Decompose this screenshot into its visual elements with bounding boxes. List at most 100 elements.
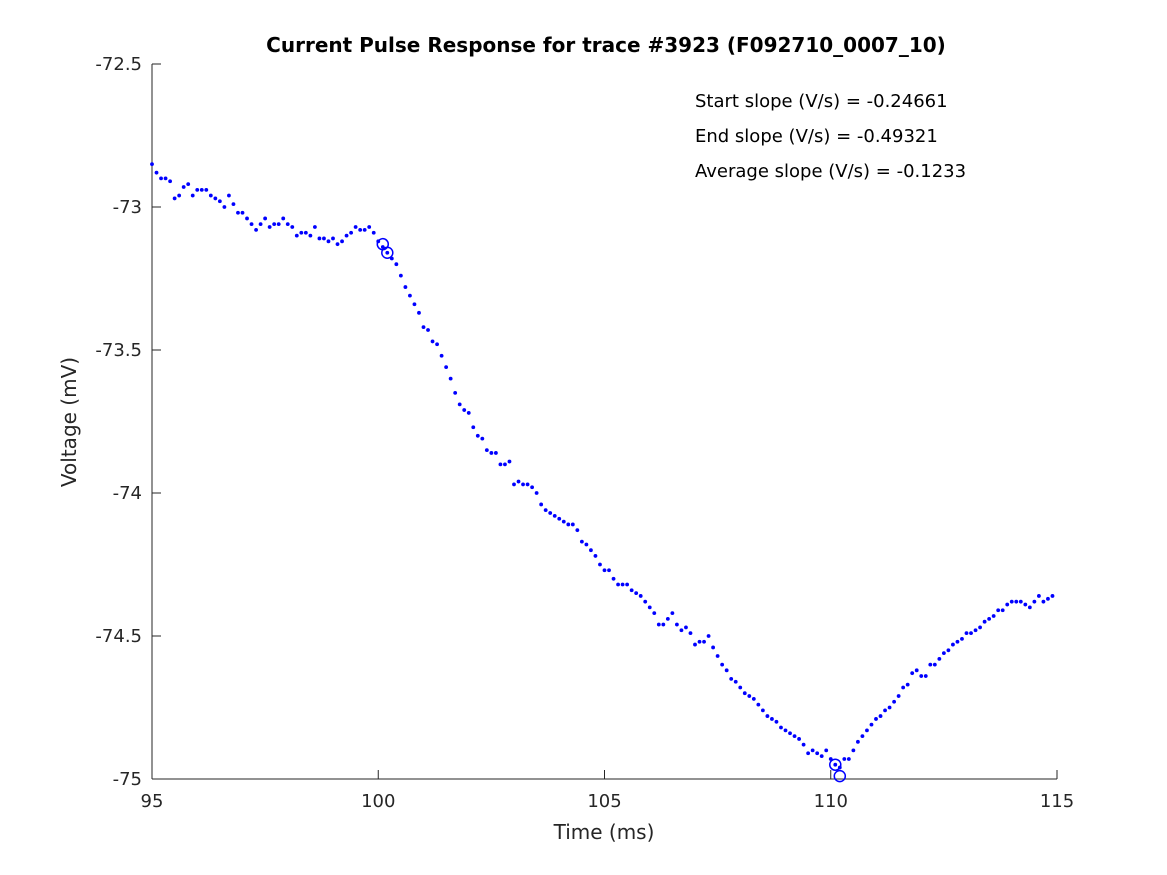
highlight-markers (376, 237, 847, 783)
data-point (385, 250, 390, 255)
data-point (172, 196, 177, 201)
data-point (466, 411, 471, 415)
data-point (643, 599, 648, 604)
data-point (620, 582, 625, 587)
data-point (272, 222, 277, 227)
data-point (951, 642, 955, 647)
y-axis-label: Voltage (mV) (57, 357, 81, 487)
data-point (313, 225, 317, 229)
data-point (561, 519, 566, 524)
data-point (969, 631, 973, 636)
data-point (720, 662, 725, 667)
slope-annotation: End slope (V/s) = -0.49321 (695, 126, 938, 147)
data-point (331, 236, 335, 241)
data-point (665, 616, 670, 621)
data-point (842, 757, 847, 761)
x-tick-label: 110 (814, 791, 848, 812)
data-point (394, 262, 399, 267)
data-point (276, 222, 281, 227)
data-point (747, 694, 752, 698)
y-tick-label: -74.5 (95, 626, 142, 647)
data-point (186, 182, 191, 187)
data-point (552, 513, 557, 518)
data-point (765, 714, 770, 718)
data-point (249, 222, 254, 227)
data-point (779, 725, 783, 730)
data-point (896, 694, 901, 698)
data-point (846, 757, 851, 761)
data-point (756, 702, 761, 707)
data-point (539, 502, 544, 507)
data-point (480, 436, 485, 441)
data-point (403, 285, 408, 289)
data-point (340, 239, 344, 244)
data-point (706, 634, 711, 638)
data-point (629, 588, 634, 593)
data-point (1027, 605, 1032, 610)
data-point (856, 739, 860, 744)
data-point (923, 674, 928, 678)
data-point (788, 731, 792, 736)
data-point (611, 576, 616, 581)
data-point (792, 734, 797, 738)
data-point (371, 230, 376, 235)
data-point (607, 568, 611, 573)
data-point (408, 293, 412, 298)
data-point (946, 648, 951, 653)
data-point (290, 225, 295, 229)
data-point (231, 202, 236, 207)
data-point (267, 225, 272, 229)
data-point (199, 187, 204, 192)
data-point (190, 193, 195, 198)
data-point (299, 230, 304, 235)
data-point (344, 233, 349, 238)
data-point (362, 227, 367, 232)
data-point (353, 225, 358, 229)
data-point (887, 705, 892, 710)
data-point (294, 233, 299, 238)
data-point (1023, 602, 1028, 607)
data-point (928, 662, 933, 667)
data-point (548, 511, 553, 515)
data-point (978, 625, 982, 630)
data-point (1018, 599, 1023, 604)
data-point (910, 671, 915, 676)
data-point (892, 699, 896, 704)
data-point (335, 242, 340, 247)
data-point (625, 582, 630, 587)
data-point (439, 353, 444, 358)
data-point (724, 668, 729, 673)
data-point (661, 622, 666, 627)
data-point (444, 365, 449, 370)
data-point (227, 193, 231, 198)
data-point (919, 674, 924, 678)
data-point (833, 762, 838, 767)
data-point (996, 608, 1001, 613)
data-point (303, 230, 308, 235)
highlight-marker (833, 769, 847, 783)
data-point (240, 210, 245, 215)
data-point (1005, 602, 1010, 607)
data-point (982, 619, 987, 624)
data-point (616, 582, 620, 587)
data-point (729, 677, 734, 681)
chart-title: Current Pulse Response for trace #3923 (… (266, 33, 946, 57)
data-point (905, 682, 910, 687)
data-point (652, 611, 657, 616)
data-point (154, 170, 159, 175)
data-point (964, 631, 969, 636)
data-point (937, 656, 942, 661)
data-point (1041, 599, 1046, 604)
data-point (566, 522, 571, 527)
data-point (634, 591, 639, 595)
data-point (435, 342, 439, 347)
data-point (213, 196, 218, 201)
data-point (1014, 599, 1019, 604)
data-point (516, 479, 521, 484)
data-point (281, 216, 286, 221)
y-tick-label: -73.5 (95, 340, 142, 361)
data-point (1000, 608, 1005, 613)
data-point (543, 508, 548, 513)
highlight-marker (381, 246, 394, 260)
data-point (512, 482, 516, 487)
